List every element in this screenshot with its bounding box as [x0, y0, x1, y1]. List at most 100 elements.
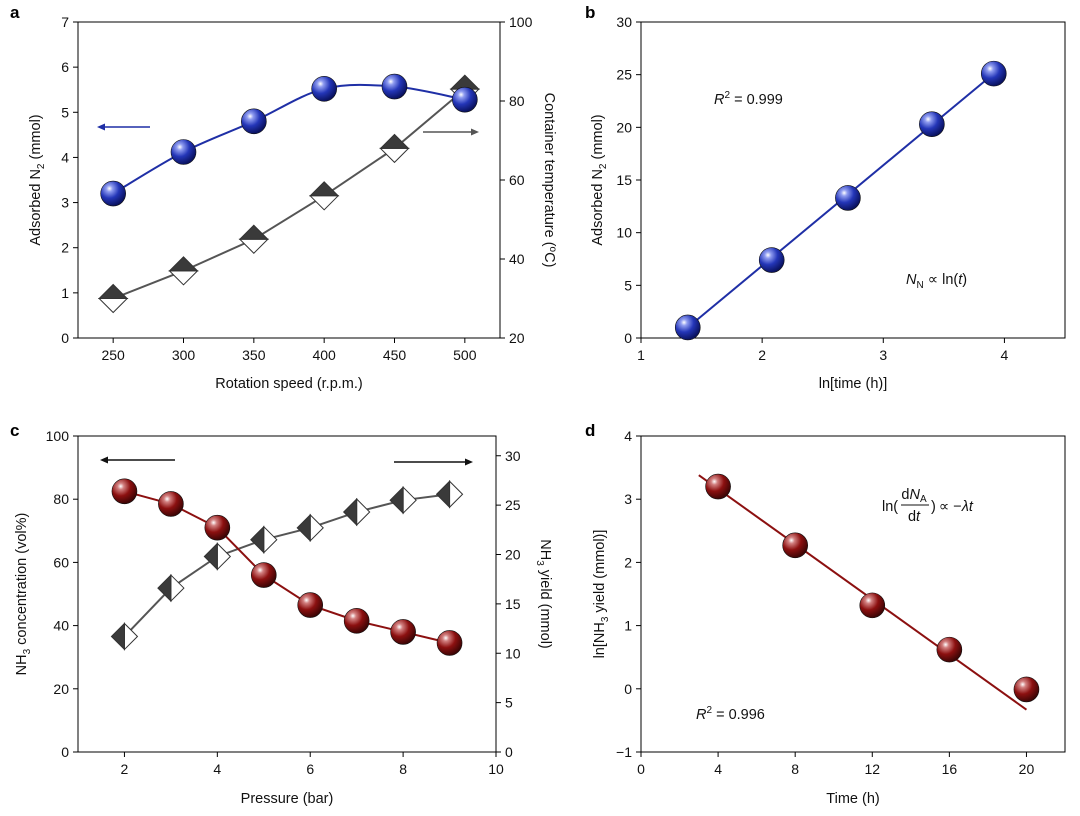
panel-d-data-point — [1013, 676, 1040, 703]
panel-d-rate-num-sub: A — [920, 494, 927, 505]
panel-b-r2-label: R — [714, 92, 725, 108]
panel-a-arrow-right — [423, 128, 479, 136]
panel-c-yield-point-left-half — [157, 573, 172, 603]
panel-c-concentration-point — [250, 562, 277, 588]
panel-c-yield-point-left-half — [342, 497, 358, 527]
panel-a-x-tick-label: 300 — [172, 347, 196, 363]
panel-c-concentration-point — [111, 478, 138, 505]
panel-a-x-label: Rotation speed (r.p.m.) — [215, 376, 363, 392]
panel-b-data-point — [980, 60, 1007, 87]
panel-a-adsorbed-point — [100, 180, 126, 207]
panel-b-letter: b — [585, 3, 595, 22]
panel-a-arrow-left — [97, 123, 150, 131]
panel-d-x-tick-label: 20 — [1019, 761, 1035, 777]
panel-c-x-tick-label: 4 — [213, 761, 221, 777]
panel-a-y-ticks-left: 0 1 2 3 4 5 6 7 — [61, 14, 78, 346]
panel-c-y-right-tick-label: 25 — [505, 497, 521, 513]
panel-c-yield-point-left-half — [435, 480, 451, 509]
panel-a-temperature-point-lower — [168, 270, 199, 286]
panel-a-y-tick-label: 7 — [61, 14, 69, 30]
panel-c-y-right-tick-label: 20 — [505, 547, 521, 563]
panel-a-temperature-line — [112, 88, 466, 300]
panel-c-yield-point-left-half — [203, 542, 218, 571]
panel-c-yield-point-right-half — [356, 497, 371, 527]
panel-a-temperature-point — [97, 283, 129, 314]
panel-d-markers — [705, 473, 1040, 703]
panel-b-y-label-main: Adsorbed N — [590, 169, 606, 246]
panel-c-y-label-right: NH3 yield (mmol) — [534, 539, 553, 649]
panel-b-markers — [674, 60, 1007, 341]
panel-a-y-label-left-sub: 2 — [36, 163, 47, 169]
panel-d-x-label: Time (h) — [826, 791, 879, 807]
panel-b-x-tick-label: 4 — [1001, 347, 1009, 363]
panel-c-arrow-left — [100, 456, 175, 464]
panel-a-x-tick-label: 250 — [101, 347, 125, 363]
panel-c-yield-point — [110, 622, 139, 651]
panel-d-r2-value: = 0.996 — [712, 707, 765, 723]
panel-a-y-label-left-tail: (mmol) — [28, 114, 44, 163]
panel-d-x-tick-label: 16 — [942, 761, 958, 777]
panel-c-yield-point-right-half — [449, 480, 464, 509]
panel-c-markers — [110, 478, 464, 656]
panel-d-rate-den-d: d — [908, 509, 916, 525]
panel-d-rate-annotation: ln( dNA dt ) ∝ −λt — [882, 487, 974, 525]
panel-a-y-tick-label: 2 — [61, 240, 69, 256]
panel-a-temperature-point-upper — [308, 181, 340, 197]
panel-c-concentration-point — [436, 630, 463, 656]
panel-a-y-tick-label: 5 — [61, 104, 69, 120]
panel-c-y-right-tick-label: 10 — [505, 645, 521, 661]
panel-c-yield-point — [435, 480, 464, 509]
panel-a-y-right-tick-label: 60 — [509, 172, 525, 188]
panel-c-y-right-tick-label: 30 — [505, 448, 521, 464]
panel-c-concentration-point — [297, 592, 324, 618]
panel-d-data-point — [705, 473, 731, 500]
panel-b-y-label: Adsorbed N2 (mmol) — [590, 114, 609, 245]
panel-d-x-tick-label: 4 — [714, 761, 722, 777]
panel-c-x-tick-label: 2 — [121, 761, 129, 777]
panel-d-rate-den-t: t — [916, 509, 921, 525]
panel-c-y-label-left: NH3 concentration (vol%) — [14, 513, 33, 676]
panel-a-y-label-right-sup: o — [547, 247, 558, 253]
panel-b-law-end: ) — [962, 272, 967, 288]
panel-d-rate-t: t — [969, 499, 974, 515]
panel-b-data-point — [919, 111, 945, 137]
panel-c-yield-point-left-half — [389, 485, 404, 515]
panel-c-x-ticks: 2 4 6 8 10 — [121, 752, 504, 777]
panel-a-y-right-tick-label: 40 — [509, 251, 525, 267]
panel-c-y-label-right-pre: NH — [537, 539, 553, 560]
panel-c-x-label: Pressure (bar) — [241, 791, 334, 807]
panel-d-y-ticks: −1 0 1 2 3 4 — [616, 428, 641, 760]
panel-c-y-tick-label: 40 — [53, 618, 69, 634]
panel-a-y-right-tick-label: 20 — [509, 330, 525, 346]
panel-d-fit-line — [698, 474, 1028, 711]
panel-d-rate-ln: ln( — [882, 499, 898, 515]
panel-a-y-tick-label: 3 — [61, 195, 69, 211]
panel-c-y-label-right-sub: 3 — [534, 560, 545, 566]
panel-b: b 1 2 3 4 0 5 10 15 20 25 30 ln[time (h)] Adsorbe… — [585, 3, 1066, 392]
panel-a-x-tick-label: 500 — [453, 347, 477, 363]
panel-c-concentration-point — [158, 491, 184, 517]
panel-c: c 2 4 6 8 10 0 20 40 60 80 100 0 5 10 15 20 25 30 Press… — [10, 421, 553, 807]
panel-c-y-tick-label: 60 — [53, 554, 69, 570]
panel-b-data-point — [758, 247, 785, 273]
panel-a-y-tick-label: 4 — [61, 149, 69, 165]
panel-b-data-point — [674, 314, 701, 341]
panel-d-y-tick-label: 3 — [624, 491, 632, 507]
panel-c-letter: c — [10, 421, 19, 440]
panel-b-y-tick-label: 25 — [616, 67, 632, 83]
panel-a-temperature-point-upper — [168, 256, 199, 272]
panel-c-yield-point-left-half — [296, 513, 311, 543]
panel-d-y-tick-label: −1 — [616, 744, 632, 760]
panel-d-y-tick-label: 0 — [624, 681, 632, 697]
panel-b-y-ticks: 0 5 10 15 20 25 30 — [616, 14, 641, 346]
panel-d-data-point — [936, 636, 963, 663]
panel-c-yield-point — [157, 573, 185, 603]
panel-b-law-sub: N — [916, 280, 923, 291]
panel-a-x-tick-label: 400 — [312, 347, 336, 363]
panel-c-y-tick-label: 80 — [53, 491, 69, 507]
panel-c-yield-point-left-half — [250, 525, 265, 554]
panel-b-x-tick-label: 1 — [637, 347, 645, 363]
panel-a-y-tick-label: 1 — [61, 285, 69, 301]
panel-d-x-tick-label: 12 — [864, 761, 880, 777]
panel-c-concentration-point — [390, 619, 416, 645]
